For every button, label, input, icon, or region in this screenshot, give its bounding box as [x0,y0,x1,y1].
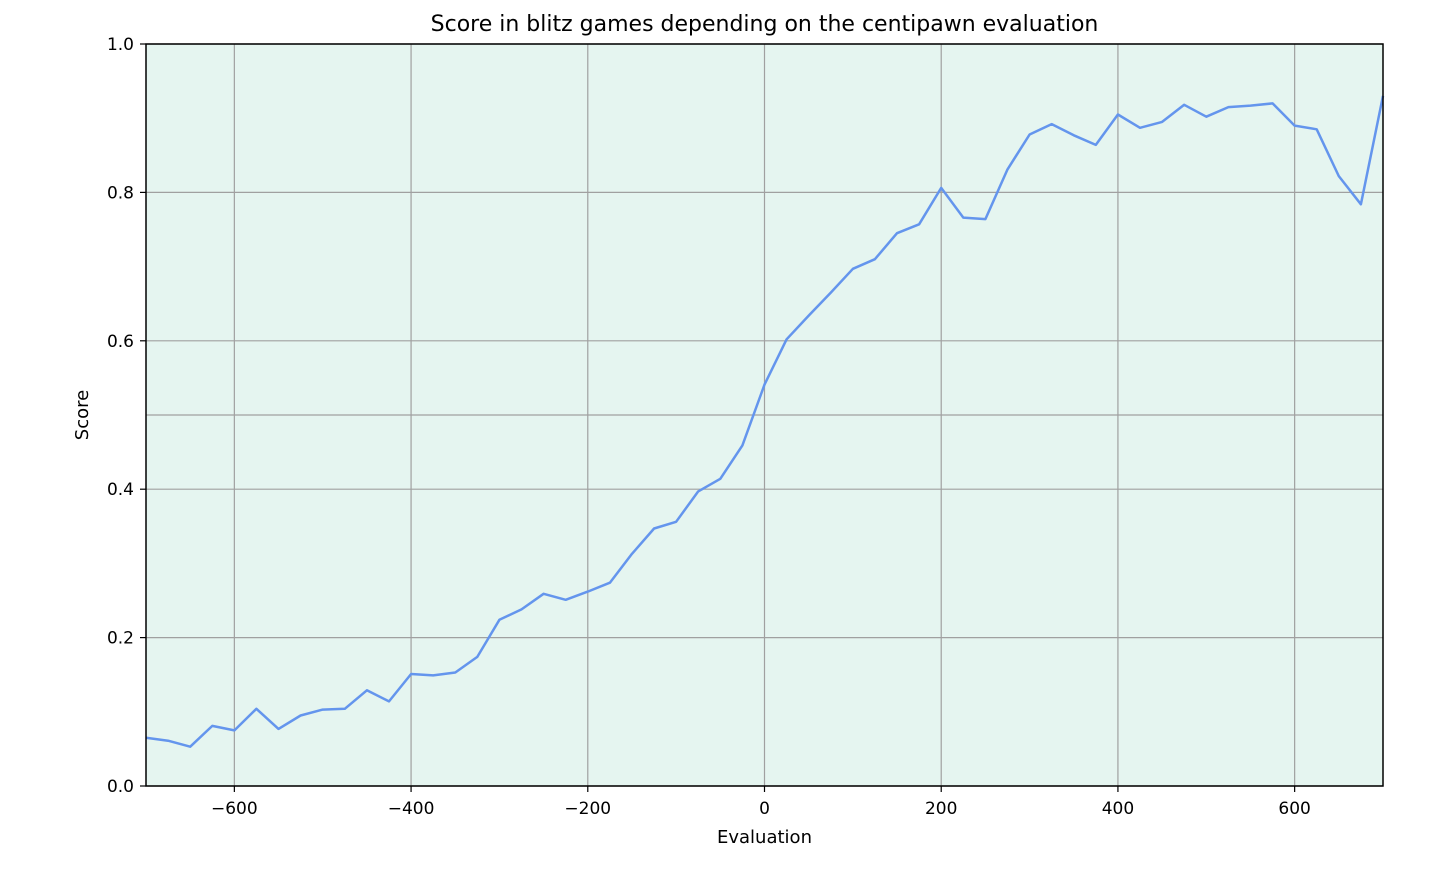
x-tick-label: 200 [925,799,957,819]
y-tick-label: 1.0 [107,35,134,55]
y-axis-label: Score [72,390,93,440]
x-tick-label: −400 [388,799,435,819]
series-line [145,95,1385,748]
y-tick-label: 0.4 [107,480,134,500]
y-tick-label: 0.8 [107,183,134,203]
x-tick-label: 600 [1278,799,1310,819]
y-tick-label: 0.6 [107,332,134,352]
axis-ticks: −600 −400 −200 0 200 400 600 0.0 0.2 0.4 0.6 0.8 1.0 [107,35,1311,819]
y-tick-label: 0.0 [107,777,134,797]
x-tick-label: 0 [759,799,770,819]
x-axis-label: Evaluation [717,827,812,848]
chart-title: Score in blitz games depending on the ce… [431,12,1099,37]
x-tick-label: −600 [211,799,258,819]
y-tick-label: 0.2 [107,629,134,649]
x-tick-label: −200 [564,799,611,819]
x-tick-label: 400 [1102,799,1134,819]
